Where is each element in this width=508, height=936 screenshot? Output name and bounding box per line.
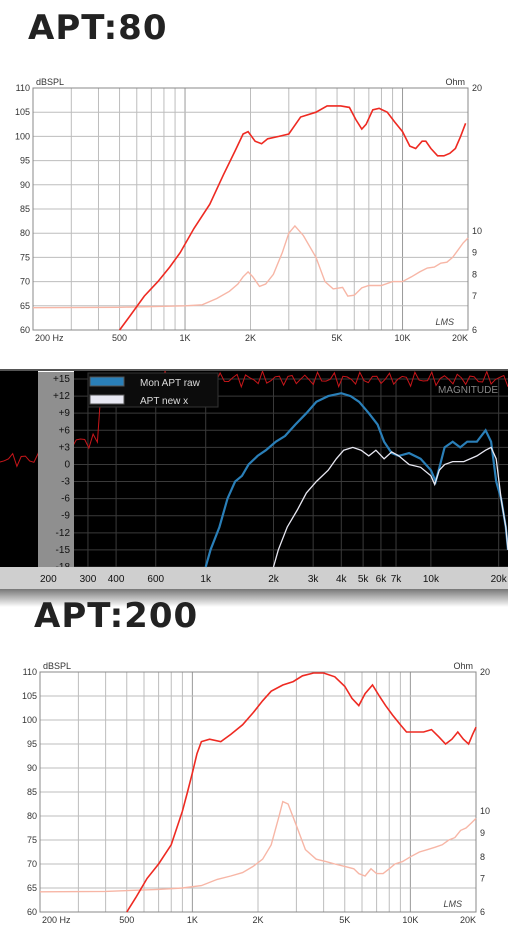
y2-tick-label: 8 [480,852,485,862]
y-tick-label: 110 [23,667,37,677]
legend-swatch-raw [90,377,124,386]
y2-tick-label: 20 [480,667,490,677]
x-tick-label: 10K [402,915,418,925]
y2-tick-label: 10 [472,226,482,236]
y-tick-label: -9 [61,511,70,522]
y-tick-label: 85 [27,787,37,797]
watermark-lms: LMS [443,899,462,909]
y-tick-label: 0 [64,459,70,470]
spl-impedance-chart-top: 60 65 70 75 80 85 90 95 100 105 110 20 10 9 8 7 6 dBSPL Oh… [0,70,508,366]
y-tick-label: 75 [20,252,30,262]
x-tick-label: 4k [336,574,348,585]
y-tick-label: 100 [22,715,37,725]
y-tick-label: 95 [20,156,30,166]
x-tick-label: 5K [339,915,350,925]
y-tick-label: 65 [20,301,30,311]
x-tick-label: 7k [391,574,403,585]
y2-tick-label: 7 [472,291,477,301]
y-tick-label: -3 [61,477,70,488]
y2-axis-label: Ohm [453,661,473,671]
x-tick-label: 2K [252,915,263,925]
x-tick-label: 10K [395,333,411,343]
y-tick-label: +3 [59,442,71,453]
chart-canvas-top: 60 65 70 75 80 85 90 95 100 105 110 20 10 9 8 7 6 dBSPL Oh… [0,70,508,366]
y2-tick-label: 8 [472,269,477,279]
y-tick-label: 100 [15,131,30,141]
x-tick-label: 20K [452,333,468,343]
y-tick-label: +9 [59,408,71,419]
raw-response-line [206,393,508,567]
y-tick-label: 70 [20,277,30,287]
x-tick-label: 200 Hz [42,915,71,925]
y-tick-label: +12 [53,391,70,402]
x-tick-label: 1K [180,333,191,343]
x-tick-label: 5K [332,333,343,343]
y-tick-label: +6 [59,425,71,436]
y2-tick-label: 7 [480,873,485,883]
chart-canvas-bottom: 60 65 70 75 80 85 90 95 100 105 110 20 10 9 8 7 6 dBSPL Oh… [0,655,508,931]
x-tick-label: 400 [108,574,125,585]
x-tick-label: 300 [80,574,97,585]
x-tick-label: 3k [308,574,320,585]
x-tick-label: 200 [40,574,57,585]
x-tick-label: 600 [147,574,164,585]
chart-canvas-magnitude: +15+12+9+6+30-3-6-9-12-15-18200300400600… [0,371,508,591]
x-tick-label: 6k [376,574,388,585]
legend-label-raw: Mon APT raw [140,378,201,389]
y-tick-label: +15 [53,374,70,385]
y-axis-label: dBSPL [43,661,71,671]
new-response-line [274,447,508,567]
y2-tick-label: 10 [480,806,490,816]
x-tick-label: 500 [112,333,127,343]
y2-tick-label: 9 [472,248,477,258]
y-tick-label: 60 [27,907,37,917]
y-tick-label: 90 [20,180,30,190]
y-axis-label: dBSPL [36,77,64,87]
y-tick-label: 110 [16,83,30,93]
legend-swatch-new [90,395,124,404]
x-tick-label: 2k [268,574,280,585]
x-tick-label: 1K [187,915,198,925]
y-tick-label: 90 [27,763,37,773]
legend-label-new: APT new x [140,396,188,407]
y-tick-label: 105 [22,691,37,701]
y-tick-label: 95 [27,739,37,749]
y2-axis-label: Ohm [445,77,465,87]
y-tick-label: -12 [56,528,71,539]
y-tick-label: 70 [27,859,37,869]
y2-tick-label: 20 [472,83,482,93]
y-tick-label: 85 [20,204,30,214]
x-tick-label: 200 Hz [35,333,64,343]
spl-response-line [120,106,466,330]
x-tick-label: 500 [119,915,134,925]
watermark-lms: LMS [435,317,454,327]
y2-tick-label: 6 [480,907,485,917]
y2-tick-label: 9 [480,828,485,838]
chart-title-magnitude: MAGNITUDE [438,385,498,396]
x-tick-label: 5k [358,574,370,585]
x-tick-label: 1k [200,574,212,585]
y-tick-label: -15 [56,545,71,556]
y-tick-label: -6 [61,494,70,505]
spl-impedance-chart-bottom: 60 65 70 75 80 85 90 95 100 105 110 20 10 9 8 7 6 dBSPL Oh… [0,655,508,931]
chart-title-apt200: APT:200 [34,596,198,636]
x-tick-label: 20K [460,915,476,925]
x-tick-label: 20k [491,574,508,585]
y-tick-label: 60 [20,325,30,335]
y-tick-label: 105 [15,107,30,117]
x-tick-label: 10k [423,574,440,585]
chart-title-apt80: APT:80 [28,8,167,48]
y-tick-label: 80 [27,811,37,821]
y-tick-label: 75 [27,835,37,845]
phase-trace-line [0,371,508,466]
y2-tick-label: 6 [472,325,477,335]
y-tick-label: 65 [27,883,37,893]
x-tick-label: 2K [245,333,256,343]
magnitude-chart: +15+12+9+6+30-3-6-9-12-15-18200300400600… [0,369,508,591]
y-tick-label: 80 [20,228,30,238]
